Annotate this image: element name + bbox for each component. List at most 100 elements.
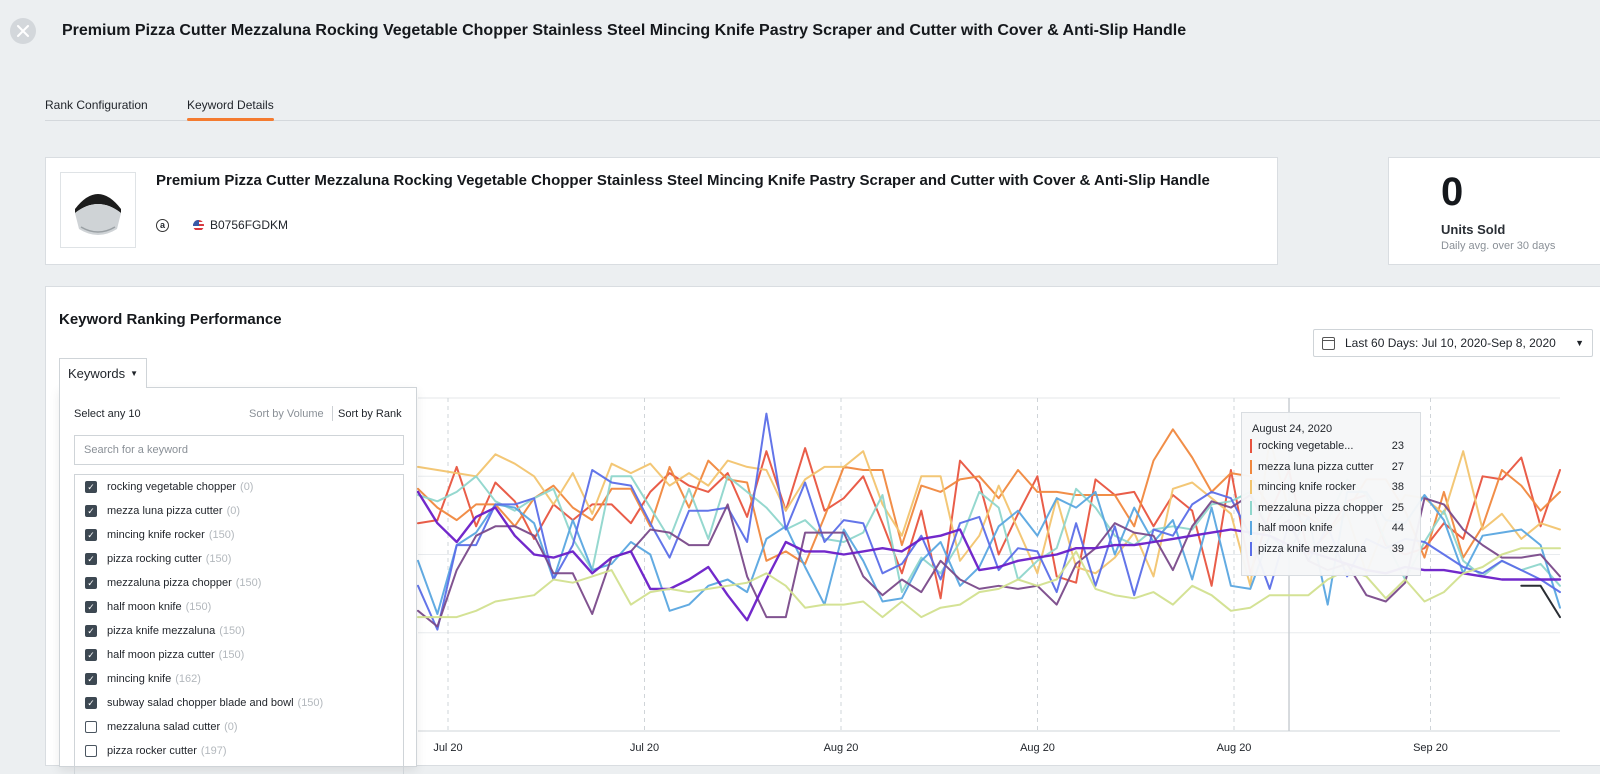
- keyword-item[interactable]: ✓ mincing knife (162): [85, 673, 201, 685]
- tooltip-row: mezzaluna pizza chopper 25: [1250, 500, 1410, 515]
- keyword-item[interactable]: ✓ half moon knife (150): [85, 601, 211, 613]
- tooltip-series-value: 25: [1391, 501, 1404, 514]
- keyword-item[interactable]: ✓ pizza rocking cutter (150): [85, 553, 231, 565]
- sort-by-rank[interactable]: Sort by Rank: [338, 408, 402, 420]
- tooltip-series-value: 38: [1391, 481, 1404, 493]
- date-range-label: Last 60 Days: Jul 10, 2020-Sep 8, 2020: [1345, 336, 1556, 350]
- tooltip-series-name: pizza knife mezzaluna: [1258, 542, 1367, 555]
- units-sold-label: Units Sold: [1441, 222, 1506, 237]
- tooltip-series-name: half moon knife: [1258, 522, 1333, 534]
- product-image: [60, 172, 136, 248]
- chevron-down-icon: ▼: [1575, 338, 1584, 348]
- tooltip-row: half moon knife 44: [1250, 521, 1410, 535]
- checkbox-checked-icon[interactable]: ✓: [85, 649, 97, 661]
- keyword-count: (0): [224, 721, 238, 733]
- tab-bar: Rank Configuration Keyword Details: [45, 92, 1600, 121]
- caret-down-icon: ▼: [130, 369, 138, 378]
- keyword-name: half moon pizza cutter: [107, 649, 215, 661]
- performance-title: Keyword Ranking Performance: [59, 311, 282, 328]
- keyword-name: mezzaluna pizza chopper: [107, 577, 232, 589]
- x-tick-label: Aug 20: [824, 742, 859, 754]
- tooltip-series-value: 23: [1391, 440, 1404, 452]
- us-flag-icon: [193, 219, 204, 231]
- keyword-item[interactable]: ✓ mincing knife rocker (150): [85, 529, 235, 541]
- asin: B0756FGDKM: [210, 218, 289, 232]
- tooltip-swatch: [1250, 541, 1252, 556]
- tooltip-series-value: 27: [1391, 460, 1404, 473]
- tooltip-swatch: [1250, 439, 1252, 453]
- checkbox-checked-icon[interactable]: ✓: [85, 577, 97, 589]
- keyword-count: (0): [240, 481, 254, 493]
- tooltip-series-value: 44: [1391, 522, 1404, 534]
- checkbox-checked-icon[interactable]: ✓: [85, 505, 97, 517]
- keyword-count: (197): [200, 745, 227, 757]
- tooltip-row: mincing knife rocker 38: [1250, 480, 1410, 494]
- keyword-count: (150): [219, 625, 245, 637]
- sort-divider: [332, 406, 333, 421]
- keyword-name: half moon knife: [107, 601, 182, 613]
- tab-keyword-details[interactable]: Keyword Details: [187, 98, 274, 121]
- tooltip-series-name: rocking vegetable...: [1258, 440, 1354, 452]
- sort-by-volume[interactable]: Sort by Volume: [249, 408, 324, 420]
- keyword-name: pizza rocking cutter: [107, 553, 202, 565]
- tooltip-row: mezza luna pizza cutter 27: [1250, 459, 1410, 474]
- checkbox-checked-icon[interactable]: ✓: [85, 529, 97, 541]
- checkbox-checked-icon[interactable]: ✓: [85, 697, 97, 709]
- keywords-button-label: Keywords: [68, 366, 126, 381]
- keyword-item[interactable]: ✓ subway salad chopper blade and bowl (150…: [85, 697, 323, 709]
- keyword-count: (0): [226, 505, 241, 517]
- product-meta: a B0756FGDKM: [156, 218, 288, 232]
- keyword-item[interactable]: pizza rocker cutter (197): [85, 745, 227, 757]
- keyword-item[interactable]: ✓ pizza knife mezzaluna (150): [85, 625, 245, 637]
- tab-rank-configuration[interactable]: Rank Configuration: [45, 98, 148, 112]
- keyword-item[interactable]: mezzaluna salad cutter (0): [85, 721, 238, 733]
- keyword-name: pizza rocker cutter: [107, 745, 197, 757]
- keyword-item[interactable]: ✓ mezzaluna pizza chopper (150): [85, 577, 261, 589]
- keyword-count: (150): [205, 553, 232, 565]
- x-tick-label: Jul 20: [630, 742, 659, 754]
- tooltip-swatch: [1250, 521, 1252, 535]
- checkbox-checked-icon[interactable]: ✓: [85, 625, 97, 637]
- select-any-label: Select any 10: [74, 408, 141, 420]
- tooltip-swatch: [1250, 459, 1252, 474]
- tooltip-series-name: mezzaluna pizza chopper: [1258, 501, 1383, 514]
- keywords-panel: Select any 10 Sort by Volume Sort by Ran…: [59, 387, 417, 774]
- tooltip-row: rocking vegetable... 23: [1250, 439, 1410, 453]
- checkbox-checked-icon[interactable]: ✓: [85, 481, 97, 493]
- keyword-name: mezzaluna salad cutter: [107, 721, 221, 733]
- chart-tooltip: August 24, 2020 rocking vegetable... 23 me…: [1241, 412, 1421, 576]
- keyword-item[interactable]: ✓ rocking vegetable chopper (0): [85, 481, 253, 493]
- tooltip-date: August 24, 2020: [1252, 423, 1333, 435]
- checkbox-checked-icon[interactable]: ✓: [85, 673, 97, 685]
- units-sold-value: 0: [1441, 170, 1464, 214]
- amazon-icon: a: [156, 218, 169, 232]
- keyword-count: (150): [235, 577, 262, 589]
- series-line: [417, 494, 1561, 628]
- keyword-name: mincing knife: [107, 673, 172, 685]
- keyword-item[interactable]: ✓ mezza luna pizza cutter (0): [85, 505, 240, 517]
- checkbox-icon[interactable]: [85, 745, 97, 757]
- units-sold-card: 0 Units Sold Daily avg. over 30 days: [1388, 157, 1600, 265]
- keyword-search-input[interactable]: [74, 435, 404, 465]
- checkbox-icon[interactable]: [85, 721, 97, 733]
- x-tick-label: Sep 20: [1413, 742, 1448, 754]
- close-button[interactable]: [10, 18, 36, 44]
- keyword-count: (150): [218, 649, 245, 661]
- x-tick-label: Jul 20: [433, 742, 462, 754]
- keywords-dropdown-button[interactable]: Keywords ▼: [59, 358, 147, 388]
- series-line: [1520, 584, 1561, 619]
- tooltip-series-name: mincing knife rocker: [1258, 481, 1356, 493]
- keyword-item[interactable]: ✓ half moon pizza cutter (150): [85, 649, 244, 661]
- tooltip-row: pizza knife mezzaluna 39: [1250, 541, 1410, 556]
- tooltip-swatch: [1250, 480, 1252, 494]
- x-tick-label: Aug 20: [1020, 742, 1055, 754]
- product-title: Premium Pizza Cutter Mezzaluna Rocking V…: [156, 172, 1210, 189]
- tooltip-swatch: [1250, 500, 1252, 515]
- tooltip-series-value: 39: [1391, 542, 1404, 555]
- checkbox-checked-icon[interactable]: ✓: [85, 601, 97, 613]
- page-title: Premium Pizza Cutter Mezzaluna Rocking V…: [62, 22, 1187, 39]
- checkbox-checked-icon[interactable]: ✓: [85, 553, 97, 565]
- x-tick-label: Aug 20: [1217, 742, 1252, 754]
- date-range-picker[interactable]: Last 60 Days: Jul 10, 2020-Sep 8, 2020 ▼: [1313, 329, 1593, 357]
- tooltip-series-name: mezza luna pizza cutter: [1258, 460, 1374, 473]
